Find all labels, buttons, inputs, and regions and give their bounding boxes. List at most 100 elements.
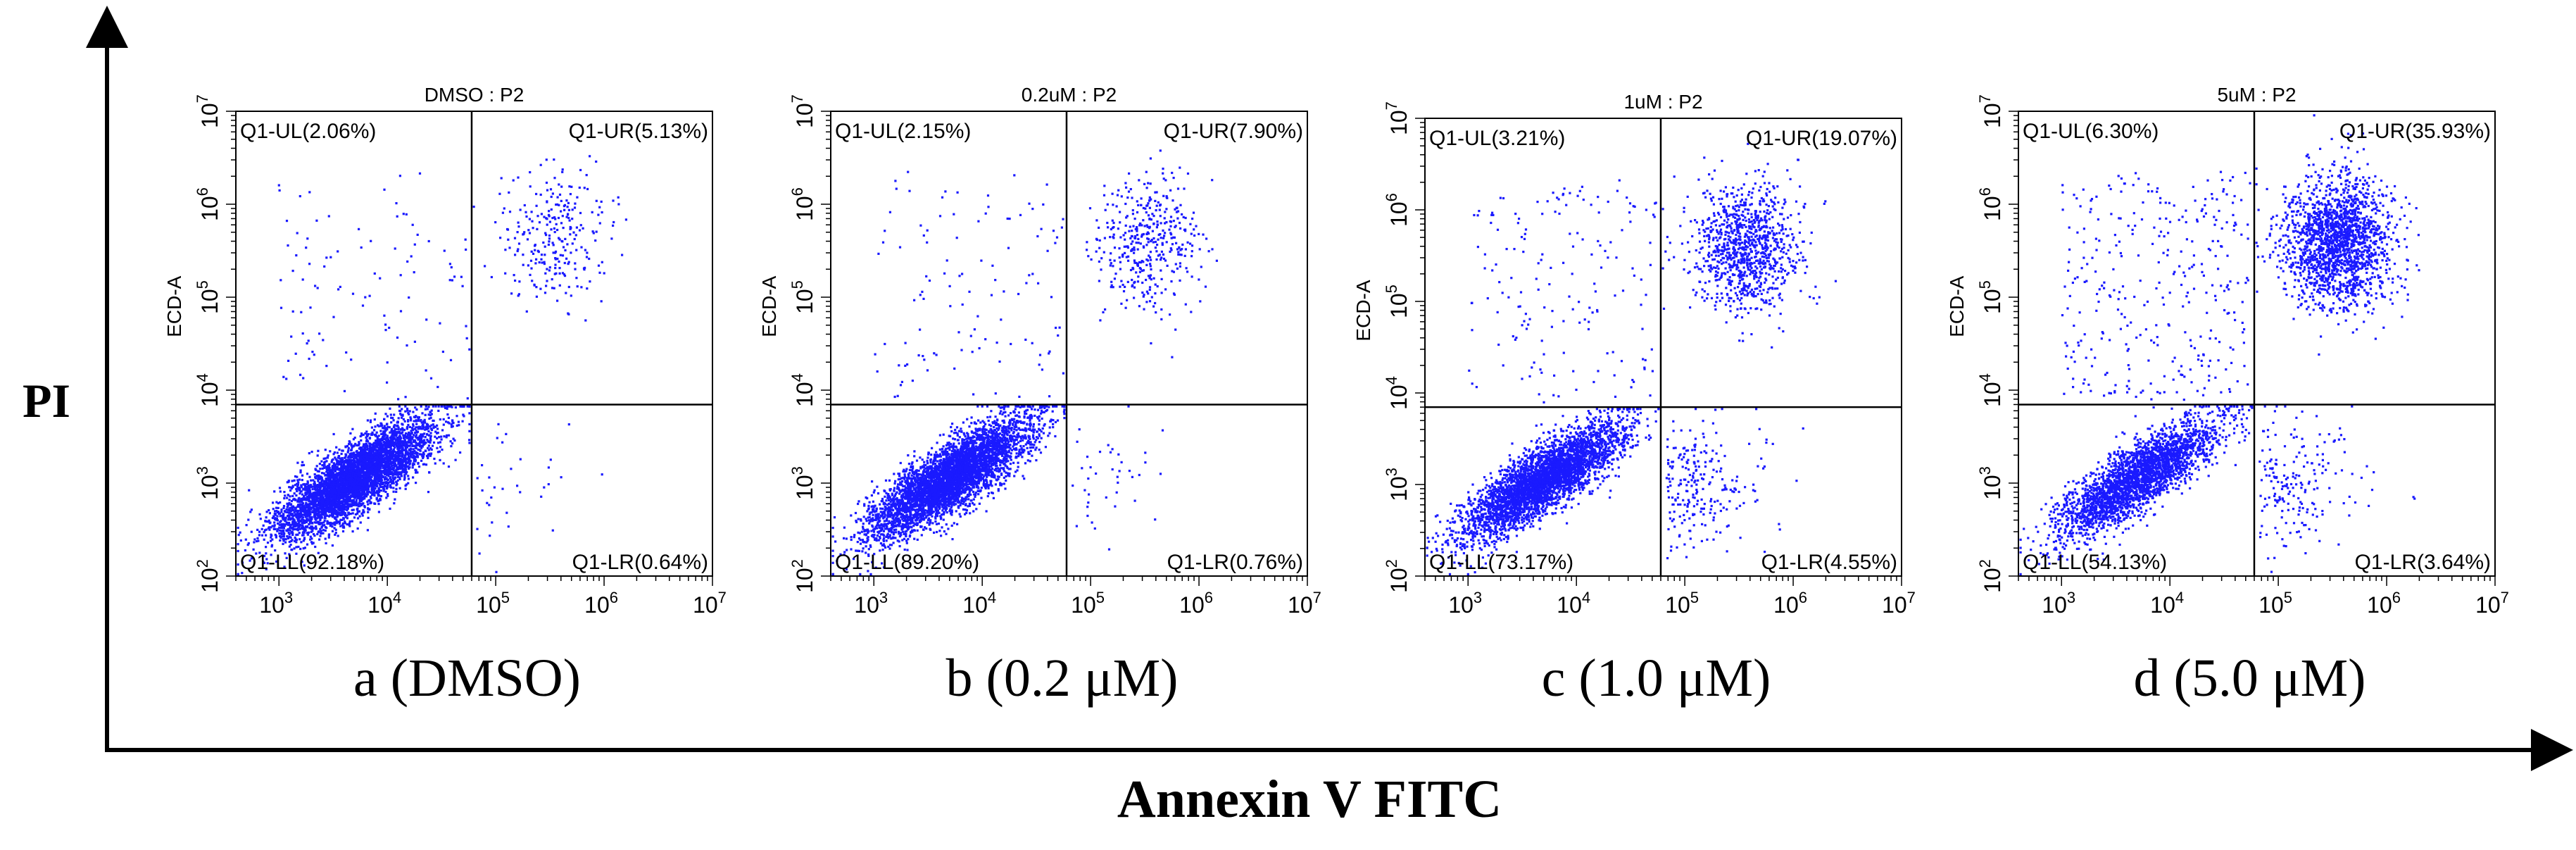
data-point [301, 518, 303, 520]
data-point [351, 502, 354, 505]
data-point [291, 494, 294, 497]
data-point [414, 435, 417, 438]
data-point [395, 202, 398, 205]
data-point [505, 511, 508, 514]
data-point [438, 450, 441, 453]
data-point [548, 210, 551, 213]
data-point [288, 540, 291, 543]
data-point [295, 513, 298, 515]
data-point [348, 453, 351, 456]
data-point [468, 439, 471, 442]
data-point [346, 444, 349, 447]
data-point [386, 485, 389, 488]
data-point [374, 463, 377, 467]
data-point [338, 455, 341, 458]
data-point [519, 491, 522, 494]
data-point [384, 476, 387, 479]
data-point [394, 498, 396, 501]
data-point [280, 511, 283, 513]
data-point [277, 506, 279, 509]
data-point [447, 465, 451, 468]
data-point [372, 465, 375, 469]
data-point [394, 247, 396, 250]
data-point [315, 527, 318, 530]
data-point [423, 439, 426, 442]
data-point [361, 448, 364, 451]
data-point [409, 416, 412, 419]
data-point [309, 306, 312, 309]
data-point [410, 432, 413, 435]
data-point [317, 449, 320, 452]
data-point [314, 491, 317, 494]
data-point [327, 454, 329, 457]
data-point [388, 426, 391, 429]
data-point [401, 443, 404, 446]
data-point [321, 524, 324, 527]
data-point [338, 508, 341, 511]
data-point [377, 442, 380, 445]
data-point [380, 475, 383, 477]
data-point [363, 471, 367, 474]
data-point [337, 503, 339, 506]
data-point [415, 482, 417, 485]
data-point [280, 532, 283, 535]
data-point [375, 460, 379, 463]
data-point [417, 462, 420, 465]
data-point [407, 477, 410, 480]
data-point [352, 508, 355, 511]
data-point [351, 427, 354, 430]
data-point [325, 460, 328, 463]
data-point [338, 491, 341, 494]
data-point [349, 513, 352, 515]
data-point [384, 329, 387, 332]
data-point [394, 476, 396, 479]
data-point [306, 495, 309, 499]
data-point [258, 551, 261, 554]
data-point [265, 552, 268, 555]
data-point [318, 530, 320, 533]
data-point [398, 175, 401, 177]
data-point [295, 254, 298, 257]
data-point [268, 528, 271, 531]
data-point [305, 246, 308, 249]
data-point [450, 266, 453, 269]
data-point [322, 489, 325, 492]
data-point [309, 518, 312, 521]
data-point [313, 482, 315, 485]
data-point [402, 213, 405, 215]
data-point [384, 323, 387, 326]
data-point [360, 451, 363, 454]
data-point [388, 326, 391, 330]
data-point [301, 474, 304, 477]
data-point [443, 249, 446, 252]
data-point [382, 454, 385, 456]
data-point [244, 538, 247, 541]
data-point [312, 479, 315, 482]
data-point [293, 479, 296, 482]
data-point [396, 447, 399, 450]
data-point [427, 444, 430, 447]
data-point [403, 468, 406, 471]
data-point [389, 462, 391, 465]
data-point [320, 472, 324, 475]
data-point [262, 524, 265, 527]
data-point [398, 432, 401, 435]
data-point [356, 508, 358, 511]
data-point [431, 444, 434, 447]
data-point [341, 526, 344, 529]
data-point [436, 424, 439, 427]
data-point [386, 428, 389, 431]
data-point [320, 485, 323, 487]
data-point [367, 480, 370, 482]
data-point [389, 456, 391, 459]
data-point [356, 490, 359, 493]
data-point [434, 430, 437, 433]
data-point [404, 454, 407, 457]
data-point [345, 454, 348, 456]
data-point [279, 515, 282, 518]
data-point [316, 513, 319, 516]
data-point [415, 423, 418, 425]
data-point [310, 451, 313, 454]
data-point [340, 452, 343, 456]
data-point [403, 420, 406, 423]
